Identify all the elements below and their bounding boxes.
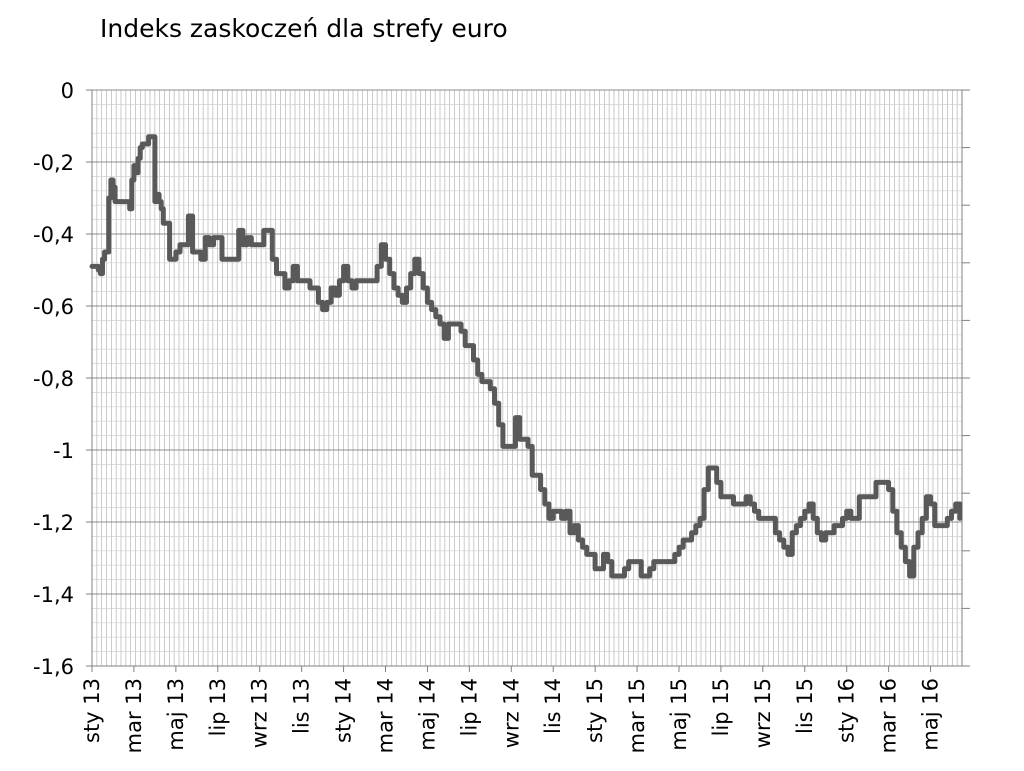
x-tick-label: lis 13 <box>290 678 314 734</box>
x-tick-label: wrz 14 <box>499 678 523 748</box>
grid-lines <box>92 89 963 667</box>
y-tick-label: -0,4 <box>33 223 74 247</box>
x-tick-label: lis 14 <box>541 678 565 734</box>
x-tick-label: lip 14 <box>457 678 481 736</box>
x-tick-label: mar 15 <box>625 678 649 753</box>
x-tick-label: sty 14 <box>332 678 356 743</box>
series-line <box>89 134 963 579</box>
y-tick-label: -1,6 <box>33 655 74 679</box>
chart-title: Indeks zaskoczeń dla strefy euro <box>100 14 508 43</box>
x-tick-label: wrz 13 <box>248 678 272 748</box>
x-tick-label: mar 13 <box>122 678 146 753</box>
x-tick-label: sty 15 <box>583 678 607 743</box>
series-layer <box>89 134 963 579</box>
x-tick-label: sty 16 <box>835 678 859 743</box>
x-tick-label: lis 15 <box>793 678 817 734</box>
y-tick-labels: 0 -0,2 -0,4 -0,6 -0,8 -1 -1,2 -1,4 -1,6 <box>33 79 74 679</box>
x-tick-label: maj 15 <box>667 678 691 751</box>
x-tick-label: mar 14 <box>373 678 397 753</box>
x-tick-label: lip 13 <box>206 678 230 736</box>
y-tick-label: 0 <box>61 79 74 103</box>
y-tick-label: -0,8 <box>33 367 74 391</box>
x-tick-label: lip 15 <box>709 678 733 736</box>
x-tick-label: maj 14 <box>415 678 439 751</box>
y-tick-label: -1,4 <box>33 583 74 607</box>
x-tick-labels: sty 13 mar 13 maj 13 lip 13 wrz 13 lis 13 sty … <box>80 678 943 753</box>
y-tick-label: -1,2 <box>33 511 74 535</box>
y-tick-label: -0,6 <box>33 295 74 319</box>
x-tick-label: wrz 15 <box>751 678 775 748</box>
axes <box>86 89 970 672</box>
y-tick-label: -1 <box>53 439 74 463</box>
x-tick-label: maj 13 <box>164 678 188 751</box>
x-tick-label: maj 16 <box>919 678 943 751</box>
x-tick-label: mar 16 <box>877 678 901 753</box>
x-tick-label: sty 13 <box>80 678 104 743</box>
y-tick-label: -0,2 <box>33 151 74 175</box>
